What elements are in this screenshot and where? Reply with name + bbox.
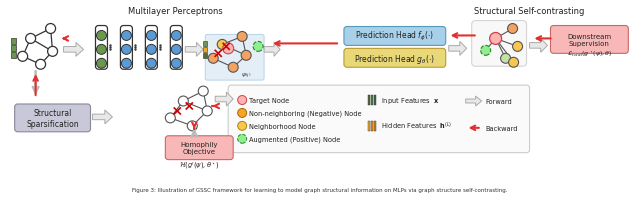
Circle shape [172, 45, 181, 55]
Circle shape [241, 51, 251, 61]
Circle shape [513, 42, 522, 52]
FancyBboxPatch shape [344, 49, 445, 68]
Text: Target Node: Target Node [249, 98, 289, 103]
Bar [11, 46, 15, 52]
Bar [11, 53, 15, 59]
Circle shape [36, 60, 45, 70]
Circle shape [179, 97, 188, 107]
Circle shape [122, 59, 131, 69]
Bar [368, 121, 371, 131]
Text: Forward: Forward [486, 98, 513, 104]
Circle shape [188, 121, 197, 131]
Text: Structural Self-contrasting: Structural Self-contrasting [474, 7, 585, 16]
Bar [204, 42, 207, 47]
Text: Neighborhood Node: Neighborhood Node [249, 123, 316, 129]
Bar [374, 96, 376, 105]
Bar [371, 96, 373, 105]
Text: $\mathcal{L}_{total}(g^\star(\psi), \theta)$: $\mathcal{L}_{total}(g^\star(\psi), \the… [566, 49, 612, 59]
Circle shape [509, 58, 518, 68]
Circle shape [165, 113, 175, 123]
Circle shape [217, 40, 227, 50]
Polygon shape [466, 97, 482, 107]
Circle shape [97, 59, 106, 69]
Polygon shape [529, 39, 547, 53]
Circle shape [500, 54, 511, 64]
Circle shape [202, 107, 212, 116]
Circle shape [490, 33, 502, 45]
Circle shape [237, 32, 247, 42]
Text: Downstream
Supervision: Downstream Supervision [567, 34, 611, 47]
Bar [374, 121, 376, 131]
FancyBboxPatch shape [205, 35, 264, 81]
Circle shape [508, 25, 518, 34]
FancyBboxPatch shape [550, 26, 628, 54]
Circle shape [26, 34, 36, 44]
FancyBboxPatch shape [95, 26, 108, 70]
Circle shape [198, 87, 208, 97]
Text: Augmented (Positive) Node: Augmented (Positive) Node [249, 136, 340, 142]
Circle shape [18, 52, 28, 62]
Circle shape [45, 25, 56, 34]
Circle shape [122, 45, 131, 55]
Circle shape [97, 31, 106, 41]
Text: Structural
Sparsification: Structural Sparsification [26, 109, 79, 128]
Circle shape [491, 34, 500, 44]
Circle shape [122, 31, 131, 41]
Bar [11, 39, 15, 45]
Bar [371, 121, 373, 131]
Polygon shape [215, 93, 233, 107]
FancyBboxPatch shape [228, 86, 529, 153]
Text: Prediction Head $g_\theta(\cdot)$: Prediction Head $g_\theta(\cdot)$ [355, 53, 435, 66]
Circle shape [253, 42, 263, 52]
Text: $\psi_{(j)}$: $\psi_{(j)}$ [241, 71, 252, 80]
Circle shape [223, 44, 234, 55]
FancyBboxPatch shape [165, 136, 233, 160]
Circle shape [97, 45, 106, 55]
Circle shape [228, 63, 238, 73]
Polygon shape [93, 110, 113, 124]
Circle shape [237, 109, 246, 118]
FancyBboxPatch shape [344, 27, 445, 46]
Circle shape [481, 46, 491, 56]
Text: Homophily
Objective: Homophily Objective [180, 142, 218, 154]
FancyBboxPatch shape [15, 104, 90, 132]
Text: Figure 3: Illustration of GSSC framework for learning to model graph structural : Figure 3: Illustration of GSSC framework… [132, 187, 508, 192]
FancyBboxPatch shape [120, 26, 132, 70]
Text: Prediction Head $f_\phi(\cdot)$: Prediction Head $f_\phi(\cdot)$ [355, 30, 435, 43]
Circle shape [237, 122, 246, 131]
Circle shape [237, 96, 246, 105]
Text: Non-neighboring (Negative) Node: Non-neighboring (Negative) Node [249, 110, 362, 117]
Text: Hidden Features  $\mathbf{h}^{(L)}$: Hidden Features $\mathbf{h}^{(L)}$ [381, 121, 452, 132]
Text: Backward: Backward [486, 125, 518, 131]
Bar [368, 96, 371, 105]
FancyBboxPatch shape [170, 26, 182, 70]
Polygon shape [264, 43, 280, 57]
Circle shape [208, 54, 218, 64]
Bar [204, 54, 207, 59]
Circle shape [237, 135, 246, 144]
Circle shape [147, 59, 156, 69]
Circle shape [172, 31, 181, 41]
FancyBboxPatch shape [145, 26, 157, 70]
Text: $\mathcal{H}(g'(\psi), \theta^\star)$: $\mathcal{H}(g'(\psi), \theta^\star)$ [179, 160, 220, 171]
Polygon shape [449, 42, 467, 56]
Polygon shape [186, 43, 204, 57]
Text: Input Features  $\mathbf{x}$: Input Features $\mathbf{x}$ [381, 96, 440, 105]
Bar [204, 48, 207, 53]
Circle shape [172, 59, 181, 69]
Text: Multilayer Perceptrons: Multilayer Perceptrons [128, 7, 223, 16]
Polygon shape [63, 43, 83, 57]
Circle shape [147, 31, 156, 41]
FancyBboxPatch shape [472, 21, 527, 67]
Circle shape [47, 47, 58, 57]
Circle shape [147, 45, 156, 55]
